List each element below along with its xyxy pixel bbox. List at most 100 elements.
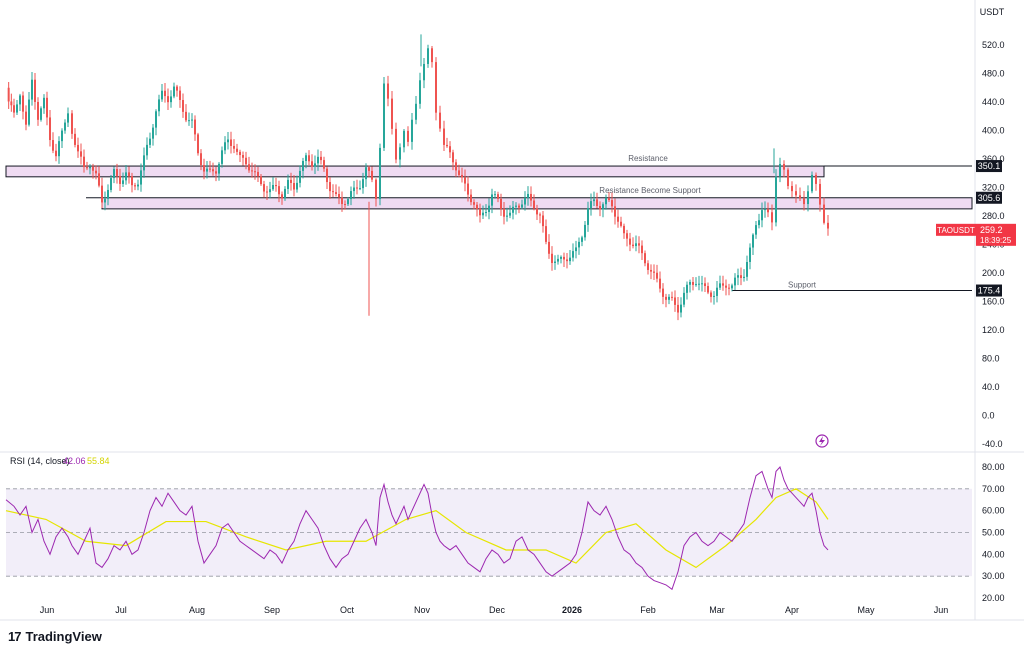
- price-axis[interactable]: 520.0480.0440.0400.0360.0320.0280.0240.0…: [936, 40, 1016, 449]
- resistance-support-label: Resistance Become Support: [599, 186, 701, 195]
- candle-body: [375, 179, 377, 200]
- candle-body: [689, 281, 691, 285]
- candle-body: [446, 144, 448, 147]
- candle-body: [350, 191, 352, 200]
- rsi-pane[interactable]: [5, 466, 972, 591]
- candle-body: [86, 167, 88, 169]
- candle-body: [113, 169, 115, 179]
- rsi-axis[interactable]: 80.00 70.00 60.00 50.00 40.00 30.00 20.00: [982, 462, 1005, 603]
- candle-body: [284, 188, 286, 199]
- candle-body: [89, 166, 91, 169]
- candle-body: [80, 151, 82, 157]
- tradingview-brand[interactable]: 17 TradingView: [8, 629, 102, 644]
- candle-body: [329, 182, 331, 192]
- candle-body: [737, 275, 739, 278]
- candle-body: [710, 292, 712, 297]
- level-tag-bg: [976, 284, 1002, 297]
- candle-body: [155, 111, 157, 128]
- candle-body: [251, 170, 253, 172]
- rsi-tick-label: 50.00: [982, 528, 1005, 538]
- price-pane[interactable]: Resistance Resistance Become Support Suppo…: [0, 0, 1024, 621]
- candle-body: [803, 198, 805, 205]
- rsi-tick-label: 30.00: [982, 571, 1005, 581]
- candle-body: [83, 156, 85, 168]
- candle-body: [399, 147, 401, 160]
- candle-body: [740, 275, 742, 279]
- candle-body: [746, 261, 748, 277]
- candle-body: [10, 101, 13, 106]
- candle-body: [182, 99, 184, 112]
- time-axis[interactable]: Jun Jul Aug Sep Oct Nov Dec 2026 Feb Mar Apr May Jun: [40, 605, 949, 615]
- candle-body: [683, 292, 685, 305]
- candle-body: [791, 186, 793, 192]
- level-tag-bg: [976, 160, 1002, 173]
- candle-body: [302, 161, 304, 171]
- candle-body: [767, 209, 769, 213]
- time-tick-label: May: [857, 605, 875, 615]
- candle-body: [758, 220, 760, 226]
- candle-body: [787, 169, 789, 187]
- candle-body: [473, 202, 475, 205]
- candle-body: [593, 199, 595, 202]
- candle-body: [206, 168, 208, 172]
- candle-body: [338, 194, 340, 198]
- candle-body: [299, 170, 301, 183]
- candle-body: [269, 189, 271, 193]
- candle-body: [575, 247, 577, 252]
- price-tick-label: 440.0: [982, 97, 1005, 107]
- candle-body: [290, 179, 292, 183]
- candle-body: [560, 256, 562, 259]
- candle-body: [347, 199, 349, 205]
- candle-body: [128, 172, 130, 177]
- candle-body: [527, 193, 529, 198]
- candle-body: [439, 112, 441, 129]
- candle-body: [209, 168, 211, 170]
- candle-body: [819, 183, 821, 205]
- candle-body: [554, 261, 556, 263]
- currency-label: USDT: [980, 7, 1005, 17]
- candle-body: [731, 285, 733, 289]
- candle-body: [415, 103, 417, 120]
- candle-body: [260, 176, 262, 185]
- candle-body: [626, 233, 628, 239]
- candle-body: [137, 184, 139, 187]
- candle-body: [323, 160, 325, 169]
- candle-body: [470, 194, 472, 203]
- candle-body: [686, 284, 688, 293]
- price-tick-label: 200.0: [982, 268, 1005, 278]
- rsi-tick-label: 40.00: [982, 549, 1005, 559]
- candle-body: [524, 197, 526, 205]
- candle-body: [71, 113, 73, 134]
- candle-body: [64, 122, 66, 131]
- candle-body: [542, 215, 544, 227]
- candle-body: [104, 198, 106, 203]
- candle-body: [734, 277, 736, 286]
- candle-body: [629, 238, 631, 245]
- price-tick-label: 400.0: [982, 126, 1005, 136]
- last-price-tag-bg: [976, 223, 1016, 246]
- candle-body: [335, 192, 337, 195]
- candle-body: [623, 225, 625, 234]
- candle-body: [248, 164, 250, 171]
- candle-body: [599, 205, 601, 210]
- rsi-tick-label: 70.00: [982, 484, 1005, 494]
- lightning-icon[interactable]: [815, 434, 829, 448]
- candle-body: [620, 221, 622, 226]
- candle-body: [530, 193, 532, 201]
- candle-body: [341, 197, 343, 205]
- candle-body: [617, 216, 619, 222]
- candle-body: [296, 182, 298, 190]
- candle-body: [635, 243, 637, 247]
- candle-body: [584, 224, 586, 238]
- candle-body: [16, 104, 18, 113]
- candle-body: [179, 90, 181, 100]
- candle-body: [203, 165, 205, 172]
- candle-body: [332, 191, 334, 193]
- candle-body: [161, 90, 163, 100]
- level-tag: 305.6: [978, 193, 1001, 203]
- candle-body: [391, 98, 393, 129]
- candle-body: [647, 263, 649, 270]
- time-tick-label: 2026: [562, 605, 582, 615]
- price-tick-label: 360.0: [982, 154, 1005, 164]
